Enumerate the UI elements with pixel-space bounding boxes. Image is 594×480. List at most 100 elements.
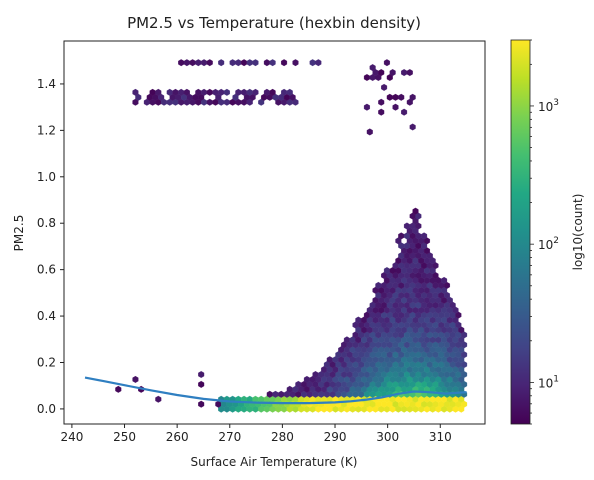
hexbin-cell: [292, 59, 299, 67]
hexbin-cell: [383, 59, 390, 67]
hexbin-cell: [218, 88, 225, 96]
x-tick-label: 300: [376, 430, 399, 444]
hexbin-cell: [195, 88, 202, 96]
hexbin-cell: [312, 371, 319, 378]
hexbin-cell: [189, 59, 196, 67]
hexbin-cell: [178, 59, 185, 67]
y-axis-label: PM2.5: [12, 215, 26, 252]
y-tick-label: 1.2: [37, 123, 56, 137]
y-tick-label: 0.2: [37, 355, 56, 369]
hexbin-cell: [172, 88, 179, 96]
hexbin-cell: [295, 380, 302, 388]
hexbin-cell: [235, 59, 242, 67]
hexbin-cell: [198, 371, 205, 378]
y-tick-label: 0.0: [37, 402, 56, 416]
hexbin-cell: [263, 59, 270, 67]
hexbin-cell: [132, 88, 139, 96]
hexbin-cell: [406, 69, 413, 77]
hexbin-cell: [343, 336, 350, 344]
y-tick-label: 0.6: [37, 263, 56, 277]
hexbin-cell: [403, 222, 410, 230]
hexbin-cell: [235, 88, 242, 96]
plot-frame: [63, 40, 486, 425]
hexbin-cell: [266, 390, 273, 398]
hexbin-cell: [398, 232, 405, 240]
colorbar-tick-label: 102: [538, 236, 559, 252]
trend-line: [84, 376, 467, 405]
hexbin-cell: [421, 232, 428, 240]
y-tick-label: 1.0: [37, 170, 56, 184]
x-axis-label: Surface Air Temperature (K): [191, 455, 358, 469]
hexbin-cell: [363, 74, 370, 81]
hexbin-cell: [441, 276, 448, 284]
chart-title: PM2.5 vs Temperature (hexbin density): [127, 14, 421, 32]
x-tick-label: 280: [271, 430, 294, 444]
hexbin-cell: [246, 59, 253, 67]
hexbin-cell: [392, 93, 399, 101]
hexbin-cell: [263, 88, 270, 96]
hexbin-cell: [326, 356, 333, 364]
hexbin-cell: [198, 380, 205, 388]
x-tick-label: 270: [218, 430, 241, 444]
hexbin-cell: [183, 88, 190, 96]
hexbin-cell: [223, 88, 230, 96]
hexbin-cell: [383, 267, 390, 275]
y-axis: 0.0 0.2 0.4 0.6 0.8 1.0 1.2 1.4: [37, 77, 64, 416]
y-tick-label: 0.4: [37, 309, 56, 323]
hexbin-cell: [252, 88, 259, 96]
hexbin-cell: [252, 59, 259, 67]
hexbin-cell: [355, 316, 362, 324]
hexbin-cell: [378, 108, 385, 116]
hexbin-cell: [309, 59, 316, 67]
hexbin-cell: [272, 390, 279, 398]
hexbin-cell: [198, 400, 205, 408]
hexbin-cell: [278, 390, 285, 398]
hexbin-cell: [246, 88, 253, 96]
hexbin-cell: [223, 98, 230, 106]
colorbar-axis: 101 102 103: [530, 39, 559, 425]
hexbin-cell: [392, 103, 399, 111]
hexbin-cell: [315, 59, 322, 67]
hexbin-cell: [366, 128, 373, 136]
hexbin-cell: [281, 59, 288, 67]
hexbin-cell: [286, 88, 293, 96]
x-tick-label: 260: [166, 430, 189, 444]
y-tick-label: 1.4: [37, 77, 56, 91]
hexbin-cell: [269, 59, 276, 67]
trend-line-layer: [84, 376, 467, 405]
colorbar-tick-label: 103: [538, 98, 559, 114]
hexbin-cell: [149, 88, 156, 96]
x-tick-label: 310: [429, 430, 452, 444]
hexbin-cell: [386, 93, 393, 101]
hexbin-cell: [166, 88, 173, 96]
hexbin-cell: [115, 385, 122, 393]
hexbin-cell: [178, 88, 185, 96]
x-tick-label: 290: [324, 430, 347, 444]
hexbin-cells: [115, 59, 468, 413]
hexbin-cell: [378, 98, 385, 106]
hexbin-cell: [229, 59, 236, 67]
hexbin-cell: [363, 103, 370, 111]
hexbin-cell: [398, 93, 405, 101]
x-tick-label: 250: [113, 430, 136, 444]
hexbin-cell: [183, 59, 190, 67]
hexbin-cell: [206, 98, 213, 106]
colorbar-label: log10(count): [571, 194, 585, 271]
hexbin-cell: [201, 59, 208, 67]
x-axis: 240 250 260 270 280 290 300 310: [60, 424, 452, 444]
hexbin-cell: [409, 93, 416, 101]
hexbin-cell: [201, 88, 208, 96]
hexbin-cell: [281, 88, 288, 96]
hexbin-cell: [241, 59, 248, 67]
hexbin-cell: [286, 385, 293, 393]
y-tick-label: 0.8: [37, 216, 56, 230]
hexbin-cell: [269, 88, 276, 96]
hexbin-cell: [375, 281, 382, 289]
colorbar: [510, 39, 531, 425]
hexbin-cell: [409, 123, 416, 131]
hexbin-cell: [155, 88, 162, 96]
hexbin-cell: [381, 83, 388, 91]
hexbin-cell: [401, 69, 408, 77]
hexbin-cell: [218, 59, 225, 67]
